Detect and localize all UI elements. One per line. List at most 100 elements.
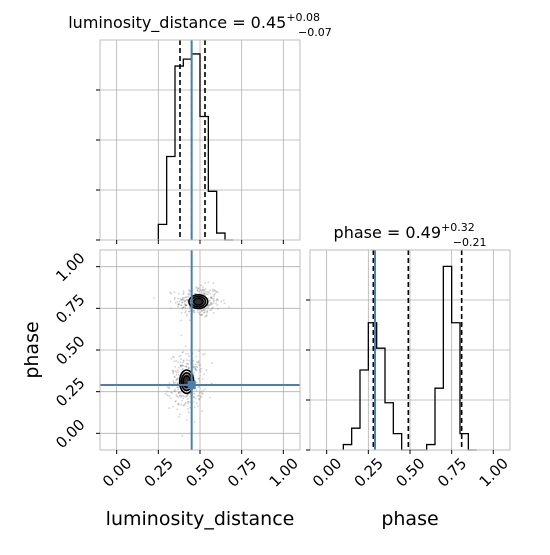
- sample-point: [201, 288, 204, 291]
- sample-point: [209, 303, 211, 306]
- sample-point: [180, 304, 182, 307]
- sample-point: [209, 396, 212, 399]
- sample-point: [195, 402, 198, 404]
- sample-point: [182, 306, 185, 308]
- sample-point: [175, 379, 178, 382]
- sample-point: [192, 396, 195, 398]
- sample-point: [178, 366, 180, 369]
- sample-point: [177, 403, 180, 406]
- sample-point: [199, 370, 202, 373]
- sample-point: [192, 363, 195, 366]
- x-tick-label: 0.75: [434, 454, 470, 490]
- sample-point: [205, 291, 207, 293]
- y-axis-label: phase: [21, 321, 43, 378]
- sample-point: [211, 288, 214, 291]
- sample-point: [189, 307, 191, 310]
- y-tick-label: 0.75: [52, 291, 88, 327]
- sample-point: [177, 304, 180, 306]
- sample-point: [198, 311, 201, 314]
- x-tick-label: 0.00: [99, 454, 135, 490]
- sample-point: [176, 382, 179, 385]
- y-tick-label: 1.00: [52, 249, 88, 285]
- sample-point: [180, 319, 183, 322]
- sample-point: [184, 304, 187, 307]
- sample-point: [204, 388, 207, 390]
- sample-point: [207, 293, 209, 296]
- sample-point: [204, 292, 207, 295]
- sample-point: [172, 380, 175, 382]
- sample-point: [169, 300, 172, 303]
- sample-point: [169, 391, 172, 394]
- sample-point: [182, 292, 185, 294]
- sample-point: [206, 312, 208, 314]
- sample-point: [181, 307, 184, 310]
- sample-point: [174, 400, 177, 403]
- sample-point: [207, 281, 210, 284]
- sample-point: [207, 306, 210, 308]
- sample-point: [197, 309, 199, 312]
- sample-point: [153, 296, 155, 299]
- sample-point: [173, 375, 176, 378]
- sample-point: [197, 287, 200, 289]
- sample-point: [182, 299, 185, 301]
- sample-point: [194, 367, 197, 370]
- sample-point: [205, 307, 208, 310]
- sample-point: [184, 311, 186, 314]
- sample-point: [196, 405, 199, 408]
- x-tick-label: 0.00: [309, 454, 345, 490]
- sample-point: [195, 389, 198, 392]
- sample-point: [186, 359, 188, 362]
- sample-point: [177, 391, 180, 394]
- sample-point: [192, 309, 195, 312]
- sample-point: [197, 360, 200, 363]
- x-tick-label: 0.50: [392, 454, 428, 490]
- sample-point: [180, 364, 183, 367]
- sample-point: [187, 310, 190, 313]
- sample-point: [209, 289, 211, 292]
- sample-point: [173, 297, 176, 299]
- sample-point: [192, 366, 195, 369]
- sample-point: [200, 391, 203, 393]
- sample-point: [205, 293, 208, 296]
- sample-point: [194, 397, 197, 400]
- sample-point: [182, 397, 185, 400]
- sample-point: [195, 287, 198, 290]
- sample-point: [208, 299, 210, 302]
- sample-point: [196, 290, 199, 292]
- sample-point: [179, 364, 182, 367]
- sample-point: [197, 361, 200, 364]
- sample-point: [177, 391, 180, 394]
- sample-point: [177, 305, 179, 308]
- y-tick-label: 0.50: [52, 332, 88, 368]
- title-main: phase = 0.49: [334, 223, 441, 242]
- sample-point: [197, 378, 200, 380]
- sample-point: [170, 397, 172, 400]
- sample-point: [204, 288, 207, 291]
- sample-point: [173, 291, 176, 294]
- sample-point: [176, 408, 179, 411]
- sample-point: [187, 293, 189, 296]
- sample-point: [198, 377, 200, 380]
- sample-point: [209, 309, 212, 311]
- sample-point: [186, 395, 188, 397]
- sample-point: [180, 354, 182, 357]
- sample-point: [193, 392, 196, 395]
- sample-point: [189, 290, 192, 293]
- sample-point: [194, 368, 197, 371]
- sample-point: [185, 365, 188, 368]
- histogram-marks: [157, 40, 234, 241]
- sample-point: [184, 402, 186, 405]
- sample-point: [176, 300, 179, 303]
- x-tick-label: 1.00: [476, 454, 512, 490]
- y-tick-label: 0.25: [52, 374, 88, 410]
- sample-point: [182, 290, 185, 292]
- sample-point: [202, 288, 205, 291]
- sample-point: [195, 369, 198, 372]
- sample-point: [202, 286, 204, 289]
- sample-point: [180, 364, 182, 367]
- sample-point: [164, 392, 167, 395]
- sample-point: [203, 289, 206, 292]
- sample-point: [198, 313, 201, 316]
- sample-point: [192, 401, 195, 403]
- sample-point: [189, 406, 192, 409]
